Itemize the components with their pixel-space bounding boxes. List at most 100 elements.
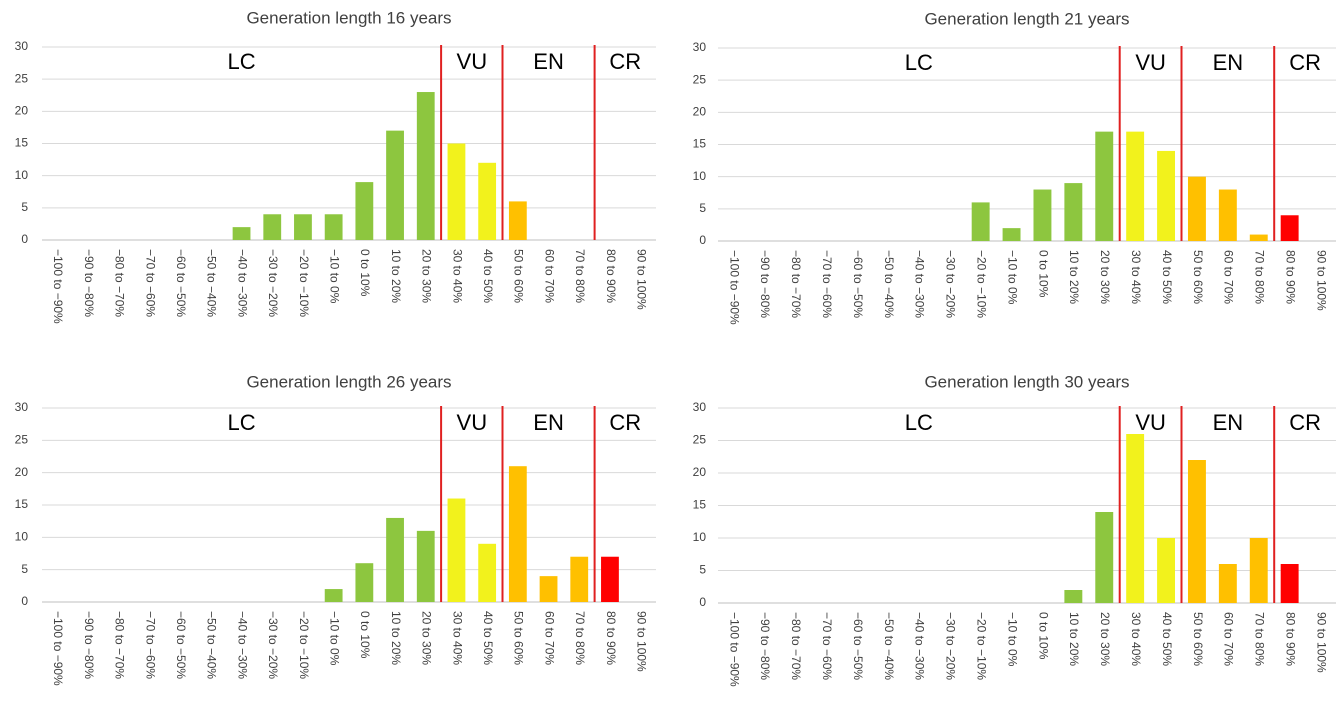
- x-tick-label: 70 to 80%: [573, 249, 587, 303]
- x-tick-label: −30 to −20%: [266, 249, 280, 317]
- x-tick-label: 30 to 40%: [1129, 250, 1143, 304]
- zone-label: CR: [609, 410, 641, 435]
- y-tick-label: 5: [21, 200, 28, 214]
- y-tick-label: 30: [15, 39, 29, 53]
- x-tick-label: −100 to −90%: [727, 612, 741, 687]
- chart-title: Generation length 16 years: [246, 8, 451, 27]
- bar: [447, 498, 466, 602]
- x-tick-label: 80 to 90%: [604, 611, 618, 665]
- bar: [1249, 234, 1268, 241]
- x-tick-label: −10 to 0%: [1005, 250, 1019, 305]
- bar: [263, 214, 282, 240]
- x-tick-label: −60 to −50%: [851, 612, 865, 680]
- y-tick-label: 30: [15, 400, 29, 414]
- x-tick-label: −80 to −70%: [113, 249, 127, 317]
- x-tick-label: 30 to 40%: [450, 611, 464, 665]
- y-tick-label: 10: [15, 168, 29, 182]
- x-tick-label: 40 to 50%: [1160, 250, 1174, 304]
- bar: [1064, 590, 1083, 603]
- x-tick-label: −50 to −40%: [205, 611, 219, 679]
- x-tick-label: −50 to −40%: [882, 250, 896, 318]
- bar: [1095, 512, 1114, 603]
- x-tick-label: 50 to 60%: [1191, 250, 1205, 304]
- zone-label: EN: [533, 49, 564, 74]
- bar: [1157, 538, 1176, 603]
- bar: [508, 201, 527, 240]
- x-tick-label: −50 to −40%: [882, 612, 896, 680]
- x-tick-label: 90 to 100%: [634, 611, 648, 672]
- x-tick-label: 10 to 20%: [1067, 612, 1081, 666]
- x-tick-label: −10 to 0%: [327, 611, 341, 666]
- zone-label: EN: [533, 410, 564, 435]
- bar: [1064, 183, 1083, 241]
- x-tick-label: −60 to −50%: [174, 249, 188, 317]
- x-tick-label: −30 to −20%: [944, 612, 958, 680]
- y-tick-label: 5: [699, 201, 706, 215]
- y-tick-label: 5: [21, 562, 28, 576]
- x-tick-label: 0 to 10%: [1036, 612, 1050, 660]
- bar: [386, 130, 404, 240]
- x-tick-label: 50 to 60%: [512, 611, 526, 665]
- zone-label: VU: [1135, 50, 1166, 75]
- x-tick-label: 60 to 70%: [542, 611, 556, 665]
- bar: [601, 556, 619, 602]
- y-tick-label: 10: [15, 530, 29, 544]
- x-tick-label: −10 to 0%: [1005, 612, 1019, 667]
- x-tick-label: −20 to −10%: [297, 611, 311, 679]
- x-tick-label: 50 to 60%: [512, 249, 526, 303]
- x-tick-label: 30 to 40%: [450, 249, 464, 303]
- bar: [355, 563, 374, 602]
- zone-label: VU: [457, 410, 488, 435]
- x-tick-label: −60 to −50%: [851, 250, 865, 318]
- x-tick-label: 0 to 10%: [358, 249, 372, 297]
- bar: [324, 214, 343, 240]
- x-tick-label: 20 to 30%: [420, 611, 434, 665]
- y-tick-label: 30: [693, 40, 707, 54]
- x-tick-label: 70 to 80%: [1253, 250, 1267, 304]
- bar: [570, 556, 589, 602]
- bar: [232, 227, 251, 240]
- zone-label: CR: [1289, 50, 1321, 75]
- y-tick-label: 20: [693, 465, 707, 479]
- bar: [1280, 215, 1299, 241]
- zone-label: LC: [227, 410, 255, 435]
- x-tick-label: −40 to −30%: [235, 611, 249, 679]
- y-tick-label: 20: [693, 105, 707, 119]
- x-tick-label: −90 to −80%: [82, 611, 96, 679]
- x-tick-label: 20 to 30%: [1098, 250, 1112, 304]
- bar: [324, 589, 343, 602]
- zone-label: CR: [609, 49, 641, 74]
- y-tick-label: 15: [693, 498, 707, 512]
- x-tick-label: 30 to 40%: [1129, 612, 1143, 666]
- x-tick-label: 90 to 100%: [1314, 250, 1328, 311]
- y-tick-label: 0: [699, 595, 706, 609]
- bar: [1126, 434, 1145, 603]
- x-tick-label: −80 to −70%: [113, 611, 127, 679]
- x-tick-label: −80 to −70%: [789, 612, 803, 680]
- x-tick-label: 10 to 20%: [389, 611, 403, 665]
- y-tick-label: 30: [693, 400, 707, 414]
- x-tick-label: 70 to 80%: [573, 611, 587, 665]
- x-tick-label: −60 to −50%: [174, 611, 188, 679]
- x-tick-label: 0 to 10%: [358, 611, 372, 659]
- bar: [416, 530, 435, 602]
- x-tick-label: 60 to 70%: [1222, 612, 1236, 666]
- bar: [478, 162, 497, 240]
- y-tick-label: 20: [15, 104, 29, 118]
- bar: [1280, 564, 1299, 603]
- bar: [355, 182, 374, 240]
- y-tick-label: 10: [693, 530, 707, 544]
- bar: [1218, 189, 1237, 241]
- x-tick-label: 0 to 10%: [1036, 250, 1050, 298]
- bar: [386, 517, 404, 602]
- x-tick-label: 40 to 50%: [1160, 612, 1174, 666]
- y-tick-label: 15: [15, 136, 29, 150]
- bar: [1187, 460, 1206, 603]
- x-tick-label: 60 to 70%: [1222, 250, 1236, 304]
- x-tick-label: 80 to 90%: [604, 249, 618, 303]
- bar: [1187, 176, 1206, 241]
- x-tick-label: 90 to 100%: [1314, 612, 1328, 673]
- x-tick-label: 70 to 80%: [1253, 612, 1267, 666]
- zone-label: VU: [1135, 410, 1166, 435]
